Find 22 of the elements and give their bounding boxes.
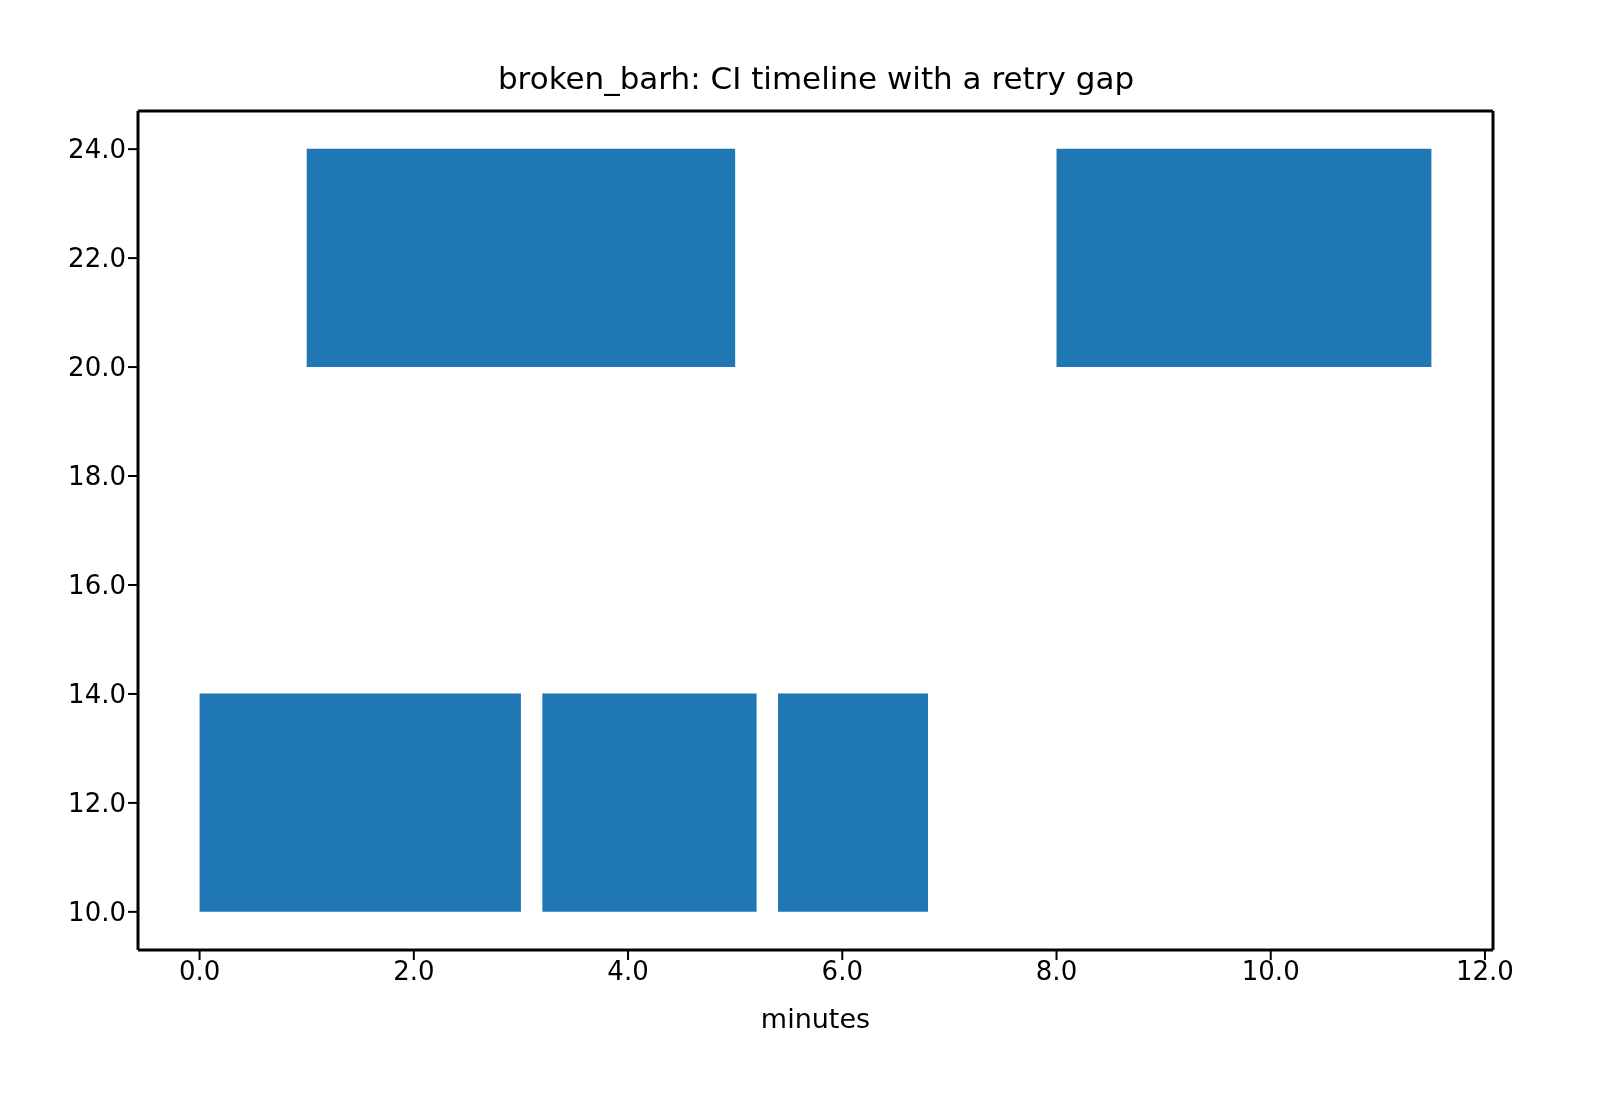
x-axis-title: minutes xyxy=(760,1003,871,1034)
bar xyxy=(199,693,521,912)
x-tick-label: 0.0 xyxy=(178,956,221,987)
bar xyxy=(542,693,757,912)
y-tick-label: 18.0 xyxy=(68,461,126,492)
bar xyxy=(778,693,928,912)
chart-title: broken_barh: CI timeline with a retry gap xyxy=(496,60,1136,96)
x-tick-label: 6.0 xyxy=(821,956,863,987)
x-tick-label: 10.0 xyxy=(1241,956,1300,987)
x-tick-label: 12.0 xyxy=(1456,956,1514,987)
y-tick-label: 20.0 xyxy=(68,352,126,383)
y-tick-label: 16.0 xyxy=(68,570,126,601)
bar xyxy=(1056,148,1432,367)
y-tick-label: 22.0 xyxy=(68,243,126,274)
y-tick-label: 24.0 xyxy=(68,134,126,165)
x-tick-label: 4.0 xyxy=(607,956,649,987)
y-tick-label: 10.0 xyxy=(68,897,126,928)
x-tick-label: 8.0 xyxy=(1035,956,1078,987)
bar xyxy=(306,148,736,367)
y-tick-label: 14.0 xyxy=(68,679,126,710)
x-tick-label: 2.0 xyxy=(393,956,435,987)
y-tick-label: 12.0 xyxy=(68,788,126,819)
